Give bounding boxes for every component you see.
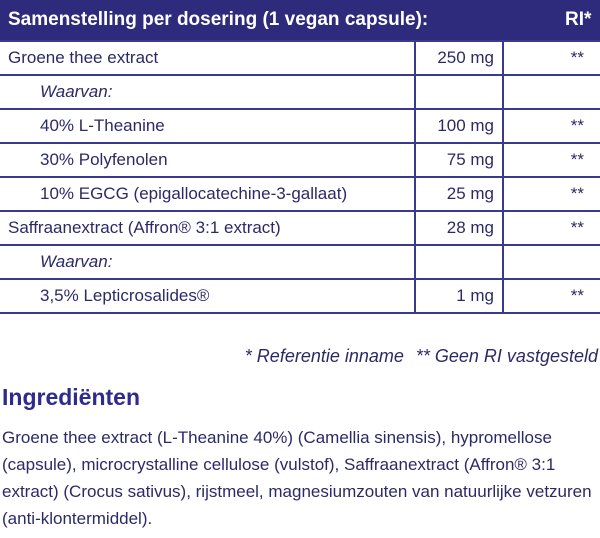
cell-ri: [502, 244, 600, 280]
header-title: Samenstelling per dosering (1 vegan caps…: [0, 0, 504, 41]
cell-amount: 25 mg: [413, 176, 505, 212]
section-title: Ingrediënten: [2, 384, 141, 410]
footnote: * Referentie inname: [244, 346, 404, 366]
cell-amount: [413, 244, 505, 280]
cell-ri: [502, 74, 600, 110]
table-row: 30% Polyfenolen 75 mg **: [0, 142, 600, 178]
cell-name: 10% EGCG (epigallocatechine-3-gallaat): [0, 176, 416, 212]
table-row: 3,5% Lepticrosalides® 1 mg **: [0, 278, 600, 314]
table-row: Waarvan:: [0, 74, 600, 110]
footnote: ** Geen RI vastgesteld: [415, 346, 598, 366]
table-row: Groene thee extract 250 mg **: [0, 40, 600, 76]
cell-ri: **: [502, 108, 600, 144]
cell-ri: **: [502, 210, 600, 246]
cell-name: Waarvan:: [0, 244, 416, 280]
cell-name: Saffraanextract (Affron® 3:1 extract): [0, 210, 416, 246]
cell-name: 30% Polyfenolen: [0, 142, 416, 178]
cell-amount: 250 mg: [413, 40, 505, 76]
ingredients-text: Groene thee extract (L-Theanine 40%) (Ca…: [2, 428, 592, 528]
table-row: 10% EGCG (epigallocatechine-3-gallaat) 25…: [0, 176, 600, 212]
cell-amount: [413, 74, 505, 110]
cell-ri: **: [502, 142, 600, 178]
cell-ri: **: [502, 40, 600, 76]
cell-name: Groene thee extract: [0, 40, 416, 76]
table-body: Groene thee extract 250 mg ** Waarvan: 40% L…: [0, 40, 600, 314]
nutrition-table: Samenstelling per dosering (1 vegan caps…: [0, 0, 600, 314]
cell-amount: 75 mg: [413, 142, 505, 178]
cell-ri: **: [502, 176, 600, 212]
cell-ri: **: [502, 278, 600, 314]
cell-name: Waarvan:: [0, 74, 416, 110]
cell-amount: 1 mg: [413, 278, 505, 314]
cell-name: 40% L-Theanine: [0, 108, 416, 144]
cell-amount: 100 mg: [413, 108, 505, 144]
table-row: Saffraanextract (Affron® 3:1 extract) 28 …: [0, 210, 600, 246]
header-ri: RI*: [503, 0, 600, 41]
table-row: Waarvan:: [0, 244, 600, 280]
footnotes: * Referentie inname ** Geen RI vastgestel…: [245, 346, 598, 367]
cell-name: 3,5% Lepticrosalides®: [0, 278, 416, 314]
table-header: Samenstelling per dosering (1 vegan caps…: [0, 0, 600, 41]
table-row: 40% L-Theanine 100 mg **: [0, 108, 600, 144]
cell-amount: 28 mg: [413, 210, 505, 246]
